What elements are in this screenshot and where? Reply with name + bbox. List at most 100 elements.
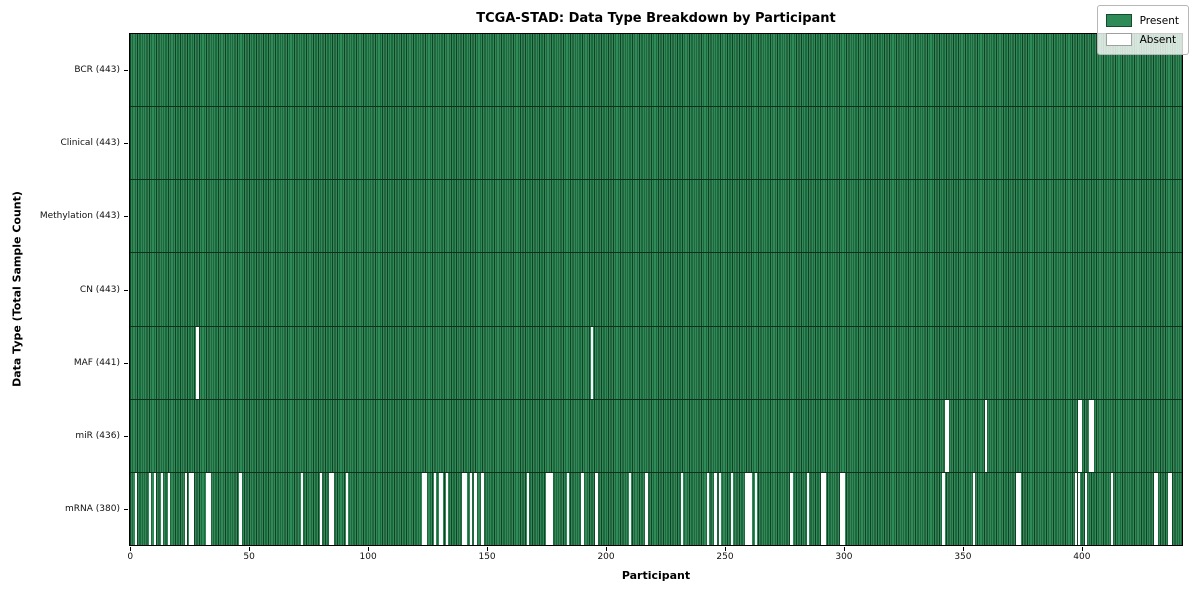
absent-cell xyxy=(191,472,195,545)
y-tick-mark xyxy=(124,436,128,438)
absent-cell xyxy=(581,472,584,545)
absent-cell xyxy=(329,472,332,545)
absent-cell xyxy=(749,472,753,545)
absent-cell xyxy=(1084,472,1087,545)
absent-cell xyxy=(754,472,757,545)
absent-cell xyxy=(842,472,845,545)
absent-cell xyxy=(134,472,138,545)
heatmap-row-bcr xyxy=(130,34,1182,108)
absent-cell xyxy=(196,326,199,399)
absent-cell xyxy=(1110,472,1114,545)
legend-label-absent: Absent xyxy=(1139,33,1177,46)
absent-cell xyxy=(680,472,684,545)
absent-cell xyxy=(160,472,164,545)
x-tick-label: 300 xyxy=(835,552,853,562)
absent-cell xyxy=(1170,472,1173,545)
y-tick-label: CN (443) xyxy=(79,284,120,295)
absent-cell xyxy=(424,472,427,545)
absent-cell xyxy=(946,399,950,472)
heatmap-plot-area xyxy=(129,33,1183,546)
x-tick-label: 150 xyxy=(478,552,496,562)
y-tick-label: Methylation (443) xyxy=(39,211,120,222)
absent-cell xyxy=(438,472,442,545)
absent-cell xyxy=(1015,472,1019,545)
x-tick-label: 0 xyxy=(127,552,134,562)
absent-cell xyxy=(474,472,477,545)
heatmap-row-mir xyxy=(130,399,1182,473)
x-tick-mark xyxy=(368,547,370,551)
x-tick-mark xyxy=(843,547,845,551)
heatmap-row-cn xyxy=(130,253,1182,327)
y-tick-mark xyxy=(124,142,128,144)
absent-cell xyxy=(628,472,632,545)
absent-cell xyxy=(462,472,465,545)
absent-cell xyxy=(441,472,444,545)
absent-cell xyxy=(331,472,335,545)
y-tick-label: miR (436) xyxy=(75,431,120,442)
absent-cell xyxy=(566,472,570,545)
x-tick-mark xyxy=(130,547,132,551)
absent-cell xyxy=(718,472,722,545)
absent-cell xyxy=(821,472,824,545)
absent-cell xyxy=(319,472,323,545)
absent-cell xyxy=(469,472,472,545)
absent-cell xyxy=(547,472,551,545)
heatmap-row-mrna xyxy=(130,472,1182,545)
absent-cell xyxy=(730,472,734,545)
absent-cell xyxy=(346,472,349,545)
absent-cell xyxy=(1153,472,1156,545)
heatmap-row-methylation xyxy=(130,180,1182,254)
absent-cell xyxy=(840,472,843,545)
absent-cell xyxy=(167,472,171,545)
chart-title: TCGA-STAD: Data Type Breakdown by Partic… xyxy=(476,11,836,26)
legend: Present Absent xyxy=(1096,5,1189,55)
absent-cell xyxy=(1079,399,1083,472)
absent-cell xyxy=(707,472,710,545)
heatmap-row-maf xyxy=(130,326,1182,400)
absent-cell xyxy=(189,472,192,545)
y-tick-label: BCR (443) xyxy=(74,64,120,75)
absent-cell xyxy=(153,472,157,545)
absent-cell xyxy=(1155,472,1159,545)
y-axis-label: Data Type (Total Sample Count) xyxy=(10,191,24,387)
y-tick-mark xyxy=(124,69,128,71)
absent-cell xyxy=(1089,399,1092,472)
absent-cell xyxy=(433,472,437,545)
absent-cell xyxy=(1075,472,1078,545)
absent-cell xyxy=(545,472,548,545)
x-tick-label: 400 xyxy=(1073,552,1091,562)
y-tick-label: Clinical (443) xyxy=(60,137,120,148)
absent-cell xyxy=(239,472,242,545)
absent-cell xyxy=(464,472,468,545)
legend-label-present: Present xyxy=(1139,14,1179,27)
absent-cell xyxy=(645,472,648,545)
absent-cell xyxy=(984,399,988,472)
absent-cell xyxy=(942,472,945,545)
absent-cell xyxy=(526,472,529,545)
x-tick-label: 350 xyxy=(954,552,972,562)
absent-cell xyxy=(550,472,553,545)
x-tick-mark xyxy=(487,547,489,551)
absent-cell xyxy=(1077,472,1080,545)
absent-cell xyxy=(823,472,826,545)
absent-cell xyxy=(1091,399,1095,472)
absent-cell xyxy=(1018,472,1021,545)
absent-cell xyxy=(944,399,947,472)
y-tick-mark xyxy=(124,509,128,511)
absent-cell xyxy=(205,472,209,545)
x-tick-mark xyxy=(962,547,964,551)
x-tick-mark xyxy=(249,547,251,551)
absent-cell xyxy=(714,472,717,545)
x-axis-label: Participant xyxy=(621,569,691,582)
legend-swatch-present-icon xyxy=(1105,14,1132,27)
absent-cell xyxy=(747,472,750,545)
absent-cell xyxy=(1167,472,1171,545)
absent-cell xyxy=(595,472,598,545)
y-tick-mark xyxy=(124,289,128,291)
x-tick-mark xyxy=(1081,547,1083,551)
y-tick-label: mRNA (380) xyxy=(65,504,120,515)
absent-cell xyxy=(806,472,810,545)
legend-swatch-absent-icon xyxy=(1105,33,1132,46)
x-tick-mark xyxy=(724,547,726,551)
